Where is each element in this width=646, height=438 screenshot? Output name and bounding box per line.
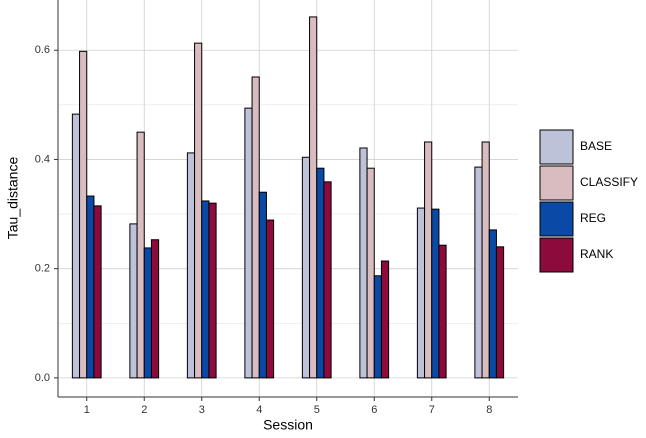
legend-key (539, 165, 574, 201)
bar (373, 275, 382, 379)
x-tick-label: 2 (141, 404, 147, 416)
bar (323, 181, 332, 379)
bar (186, 152, 196, 379)
bar (380, 260, 390, 379)
bar (129, 223, 138, 379)
bar (93, 205, 102, 379)
legend-label: BASE (580, 139, 612, 153)
legend-label: REG (580, 211, 606, 225)
bar (244, 107, 253, 379)
x-tick-label: 7 (429, 404, 435, 416)
legend-label: CLASSIFY (580, 175, 638, 189)
bar (136, 131, 145, 379)
x-tick-label: 1 (84, 404, 90, 416)
bar (495, 246, 505, 379)
bar (359, 147, 368, 379)
y-axis-title: Tau_distance (5, 157, 21, 240)
x-tick-label: 4 (256, 404, 262, 416)
bar (309, 16, 318, 379)
bar (474, 166, 483, 379)
bar (194, 42, 203, 379)
bar (416, 207, 426, 379)
bar (366, 167, 375, 379)
x-axis-title: Session (263, 417, 313, 433)
bar (265, 219, 275, 379)
bar (143, 247, 152, 379)
bar (488, 229, 497, 379)
bar (86, 195, 95, 379)
bar (438, 244, 447, 379)
y-tick-label: 0.2 (35, 263, 50, 275)
x-tick-label: 6 (371, 404, 377, 416)
bar (481, 141, 490, 379)
bar (208, 202, 217, 379)
bar (79, 50, 88, 379)
legend-key (539, 201, 574, 237)
legend-key (539, 129, 574, 165)
x-tick-label: 3 (199, 404, 205, 416)
bar (71, 113, 81, 379)
bar (424, 141, 433, 379)
bar (431, 208, 440, 379)
y-tick-label: 0.6 (35, 44, 50, 56)
bar (150, 239, 160, 379)
y-tick-label: 0.0 (35, 372, 50, 384)
y-tick-label: 0.4 (35, 153, 50, 165)
bar (251, 76, 260, 379)
x-tick-label: 5 (314, 404, 320, 416)
bar (301, 156, 311, 379)
legend-label: RANK (580, 247, 613, 261)
bar (316, 167, 325, 379)
bar (258, 191, 267, 379)
bar (201, 200, 210, 379)
x-tick-label: 8 (486, 404, 492, 416)
legend-key (539, 237, 574, 273)
